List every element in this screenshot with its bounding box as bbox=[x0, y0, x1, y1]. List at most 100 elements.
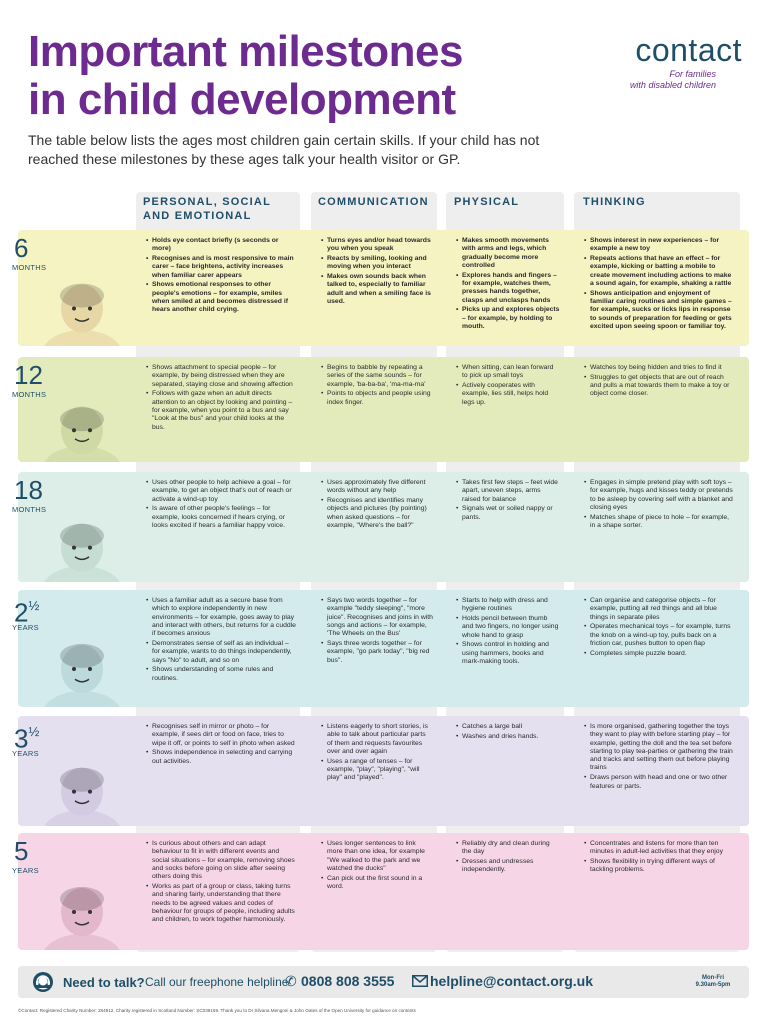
age-number: 6 bbox=[14, 233, 29, 263]
age-number: 5 bbox=[14, 836, 29, 866]
milestone-item: Recognises and is most responsive to mai… bbox=[146, 255, 296, 280]
physical-milestones: Reliably dry and clean during the dayDre… bbox=[456, 840, 560, 876]
milestone-item: Is more organised, gathering together th… bbox=[584, 723, 736, 773]
milestone-item: Recognises and identifies many objects a… bbox=[321, 497, 433, 530]
communication-milestones: Listens eagerly to short stories, is abl… bbox=[321, 723, 433, 784]
milestone-item: Struggles to get objects that are out of… bbox=[584, 374, 736, 399]
child-portrait-icon bbox=[44, 886, 120, 950]
personal-milestones: Recognises self in mirror or photo – for… bbox=[146, 723, 296, 767]
physical-milestones: When sitting, can lean forward to pick u… bbox=[456, 364, 560, 408]
milestone-item: Works as part of a group or class, takin… bbox=[146, 883, 296, 924]
physical-milestones: Catches a large ballWashes and dries han… bbox=[456, 723, 560, 743]
milestone-item: Says three words together – for example,… bbox=[321, 640, 433, 665]
milestone-item: Says two words together – for example "t… bbox=[321, 597, 433, 638]
milestone-item: When sitting, can lean forward to pick u… bbox=[456, 364, 560, 381]
milestone-item: Shows emotional responses to other peopl… bbox=[146, 281, 296, 314]
milestone-item: Makes smooth movements with arms and leg… bbox=[456, 237, 560, 270]
communication-milestones: Begins to babble by repeating a series o… bbox=[321, 364, 433, 408]
logo-tagline: For families with disabled children bbox=[629, 69, 716, 90]
milestone-item: Holds eye contact briefly (s seconds or … bbox=[146, 237, 296, 254]
milestone-item: Signals wet or soiled nappy or pants. bbox=[456, 505, 560, 522]
milestone-item: Can pick out the first sound in a word. bbox=[321, 875, 433, 892]
communication-milestones: Turns eyes and/or head towards you when … bbox=[321, 237, 433, 308]
milestone-item: Shows interest in new experiences – for … bbox=[584, 237, 736, 254]
freephone-label: Call our freephone helpline bbox=[145, 975, 289, 989]
thinking-milestones: Engages in simple pretend play with soft… bbox=[584, 479, 736, 532]
child-portrait-icon bbox=[44, 406, 120, 462]
thinking-milestones: Watches toy being hidden and tries to fi… bbox=[584, 364, 736, 400]
age-number: 3½ bbox=[14, 723, 40, 754]
thinking-milestones: Can organise and categorise objects – fo… bbox=[584, 597, 736, 660]
child-portrait-icon bbox=[44, 283, 120, 346]
child-portrait-icon bbox=[44, 767, 120, 826]
age-unit: YEARS bbox=[12, 866, 39, 875]
milestone-item: Can organise and categorise objects – fo… bbox=[584, 597, 736, 622]
child-photo bbox=[40, 274, 124, 346]
milestone-item: Picks up and explores objects – for exam… bbox=[456, 306, 560, 331]
milestone-item: Uses a range of tenses – for example, "p… bbox=[321, 758, 433, 783]
milestone-item: Makes own sounds back when talked to, es… bbox=[321, 273, 433, 306]
milestone-item: Uses a familiar adult as a secure base f… bbox=[146, 597, 296, 638]
milestone-item: Holds pencil between thumb and two finge… bbox=[456, 615, 560, 640]
milestone-item: Shows control in holding and using hamme… bbox=[456, 641, 560, 666]
column-header-physical: PHYSICAL bbox=[454, 196, 520, 208]
milestone-item: Follows with gaze when an adult directs … bbox=[146, 390, 296, 431]
age-unit: YEARS bbox=[12, 623, 39, 632]
milestone-item: Dresses and undresses independently. bbox=[456, 858, 560, 875]
contact-logo[interactable]: contact For families with disabled child… bbox=[592, 32, 742, 91]
child-photo bbox=[40, 401, 124, 462]
milestone-item: Shows flexibility in trying different wa… bbox=[584, 858, 736, 875]
age-fraction: ½ bbox=[28, 598, 40, 613]
milestone-item: Begins to babble by repeating a series o… bbox=[321, 364, 433, 389]
age-number: 18 bbox=[14, 475, 43, 505]
physical-milestones: Makes smooth movements with arms and leg… bbox=[456, 237, 560, 333]
milestone-item: Points to objects and people using index… bbox=[321, 390, 433, 407]
age-unit: YEARS bbox=[12, 749, 39, 758]
personal-milestones: Shows attachment to special people – for… bbox=[146, 364, 296, 433]
milestone-item: Is aware of other people's feelings – fo… bbox=[146, 505, 296, 530]
milestone-item: Shows independence in selecting and carr… bbox=[146, 749, 296, 766]
milestone-item: Recognises self in mirror or photo – for… bbox=[146, 723, 296, 748]
helpline-bar: Need to talk? Call our freephone helplin… bbox=[18, 966, 749, 998]
envelope-icon bbox=[412, 975, 428, 987]
milestone-item: Engages in simple pretend play with soft… bbox=[584, 479, 736, 512]
milestone-item: Reliably dry and clean during the day bbox=[456, 840, 560, 857]
milestone-item: Repeats actions that have an effect – fo… bbox=[584, 255, 736, 288]
column-header-thinking: THINKING bbox=[583, 196, 646, 208]
page-title: Important milestones in child developmen… bbox=[28, 27, 463, 124]
milestone-item: Explores hands and fingers – for example… bbox=[456, 272, 560, 305]
milestone-item: Is curious about others and can adapt be… bbox=[146, 840, 296, 881]
child-photo bbox=[40, 760, 124, 826]
milestone-item: Demonstrates sense of self as an individ… bbox=[146, 640, 296, 665]
charity-credit: ©Contact: Registered Charity Number: 284… bbox=[18, 1008, 416, 1013]
age-unit: MONTHS bbox=[12, 505, 47, 514]
helpline-phone-link[interactable]: 0808 808 3555 bbox=[301, 973, 395, 989]
milestone-item: Reacts by smiling, looking and moving wh… bbox=[321, 255, 433, 272]
helpline-email-link[interactable]: helpline@contact.org.uk bbox=[430, 973, 594, 989]
column-header-personal: PERSONAL, SOCIAL AND EMOTIONAL bbox=[143, 196, 271, 222]
milestone-item: Washes and dries hands. bbox=[456, 733, 560, 742]
milestone-item: Operates mechanical toys – for example, … bbox=[584, 623, 736, 648]
milestone-item: Uses other people to help achieve a goal… bbox=[146, 479, 296, 504]
column-header-communication: COMMUNICATION bbox=[318, 196, 429, 208]
logo-wordmark: contact bbox=[635, 32, 742, 68]
age-number: 2½ bbox=[14, 597, 40, 628]
milestone-item: Shows understanding of some rules and ro… bbox=[146, 666, 296, 683]
milestone-item: Matches shape of piece to hole – for exa… bbox=[584, 514, 736, 531]
personal-milestones: Uses other people to help achieve a goal… bbox=[146, 479, 296, 532]
milestone-item: Starts to help with dress and hygiene ro… bbox=[456, 597, 560, 614]
milestone-item: Uses approximately five different words … bbox=[321, 479, 433, 496]
milestone-item: Shows attachment to special people – for… bbox=[146, 364, 296, 389]
communication-milestones: Uses approximately five different words … bbox=[321, 479, 433, 532]
age-fraction: ½ bbox=[28, 724, 40, 739]
personal-milestones: Is curious about others and can adapt be… bbox=[146, 840, 296, 926]
child-photo bbox=[40, 516, 124, 582]
communication-milestones: Uses longer sentences to link more than … bbox=[321, 840, 433, 893]
milestone-item: Takes first few steps – feet wide apart,… bbox=[456, 479, 560, 504]
thinking-milestones: Shows interest in new experiences – for … bbox=[584, 237, 736, 333]
communication-milestones: Says two words together – for example "t… bbox=[321, 597, 433, 666]
thinking-milestones: Is more organised, gathering together th… bbox=[584, 723, 736, 792]
child-portrait-icon bbox=[44, 523, 120, 582]
milestone-item: Watches toy being hidden and tries to fi… bbox=[584, 364, 736, 373]
phone-icon: ✆ bbox=[285, 973, 297, 989]
